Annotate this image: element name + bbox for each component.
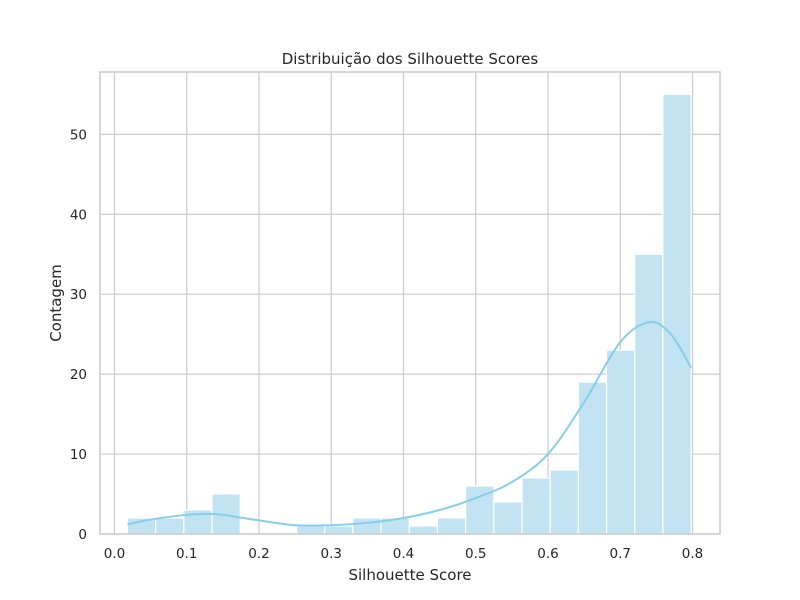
x-tick-label: 0.1 [176,546,197,562]
histogram-bar [408,525,439,535]
histogram-bar [634,253,664,535]
grid-lines [100,72,720,535]
y-axis-title: Contagem [47,264,65,342]
y-tick-label: 0 [78,527,87,543]
histogram-bar [662,93,692,535]
histogram-bar [155,517,185,535]
y-tick-labels: 0 10 20 30 40 50 [70,127,87,543]
histogram-bar [577,381,608,535]
plot-frame [99,71,721,535]
x-tick-label: 0.6 [537,546,558,562]
y-tick-label: 30 [70,287,87,303]
y-tick-label: 10 [70,447,87,463]
y-tick-label: 20 [70,367,87,383]
kde-curve [127,321,692,527]
y-tick-label: 40 [70,207,87,223]
x-tick-label: 0.2 [248,546,269,562]
histogram-bar [324,525,354,535]
histogram-bar [352,517,382,535]
histogram-bar [295,525,326,535]
x-tick-labels: 0.0 0.1 0.2 0.3 0.4 0.5 0.6 0.7 0.8 [104,546,704,562]
histogram-bars [126,93,692,535]
histogram-bar [493,501,523,535]
y-tick-label: 50 [70,127,87,143]
x-axis-title: Silhouette Score [348,566,471,584]
histogram-bar [465,485,495,535]
x-tick-label: 0.4 [393,546,414,562]
histogram-bar [521,477,551,535]
x-tick-label: 0.0 [104,546,125,562]
x-tick-label: 0.7 [610,546,631,562]
x-tick-label: 0.5 [465,546,486,562]
histogram-bar [605,349,636,535]
x-tick-label: 0.3 [320,546,341,562]
chart-title: Distribuição dos Silhouette Scores [282,50,539,68]
histogram-bar [549,469,579,535]
histogram-bar [436,517,467,535]
x-tick-label: 0.8 [682,546,703,562]
